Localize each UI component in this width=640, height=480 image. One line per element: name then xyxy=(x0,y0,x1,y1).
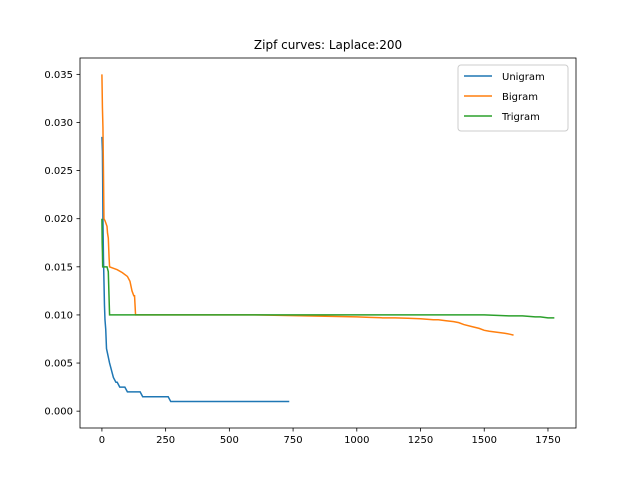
y-tick-label: 0.005 xyxy=(44,359,73,370)
legend-label-unigram: Unigram xyxy=(502,72,545,83)
axes-layer: 0 250 500 750 1000 1250 1500 1750 0.000 0.005 0.01… xyxy=(44,57,577,446)
x-tick-label: 1250 xyxy=(408,435,433,446)
x-tick-label: 250 xyxy=(156,435,175,446)
y-tick-label: 0.000 xyxy=(44,407,73,418)
series-line-trigram xyxy=(101,218,555,319)
series-line-unigram xyxy=(101,136,290,403)
legend-label-bigram: Bigram xyxy=(502,92,538,103)
x-tick-label: 1750 xyxy=(535,435,560,446)
y-tick-label: 0.035 xyxy=(44,70,73,81)
legend-box xyxy=(457,64,569,132)
x-tick-label: 0 xyxy=(99,435,105,446)
chart-title: Zipf curves: Laplace:200 xyxy=(254,38,402,52)
x-tick-label: 1000 xyxy=(344,435,369,446)
y-tick-label: 0.020 xyxy=(44,214,73,225)
legend: Unigram Bigram Trigram xyxy=(457,64,569,132)
x-tick-label: 500 xyxy=(220,435,239,446)
x-tick-label: 1500 xyxy=(472,435,497,446)
series-layer xyxy=(101,74,555,403)
y-tick-label: 0.015 xyxy=(44,262,73,273)
x-tick-label: 750 xyxy=(284,435,303,446)
y-tick-label: 0.025 xyxy=(44,166,73,177)
legend-label-trigram: Trigram xyxy=(501,112,540,123)
plot-frame xyxy=(79,57,577,429)
y-tick-label: 0.010 xyxy=(44,310,73,321)
y-tick-label: 0.030 xyxy=(44,118,73,129)
